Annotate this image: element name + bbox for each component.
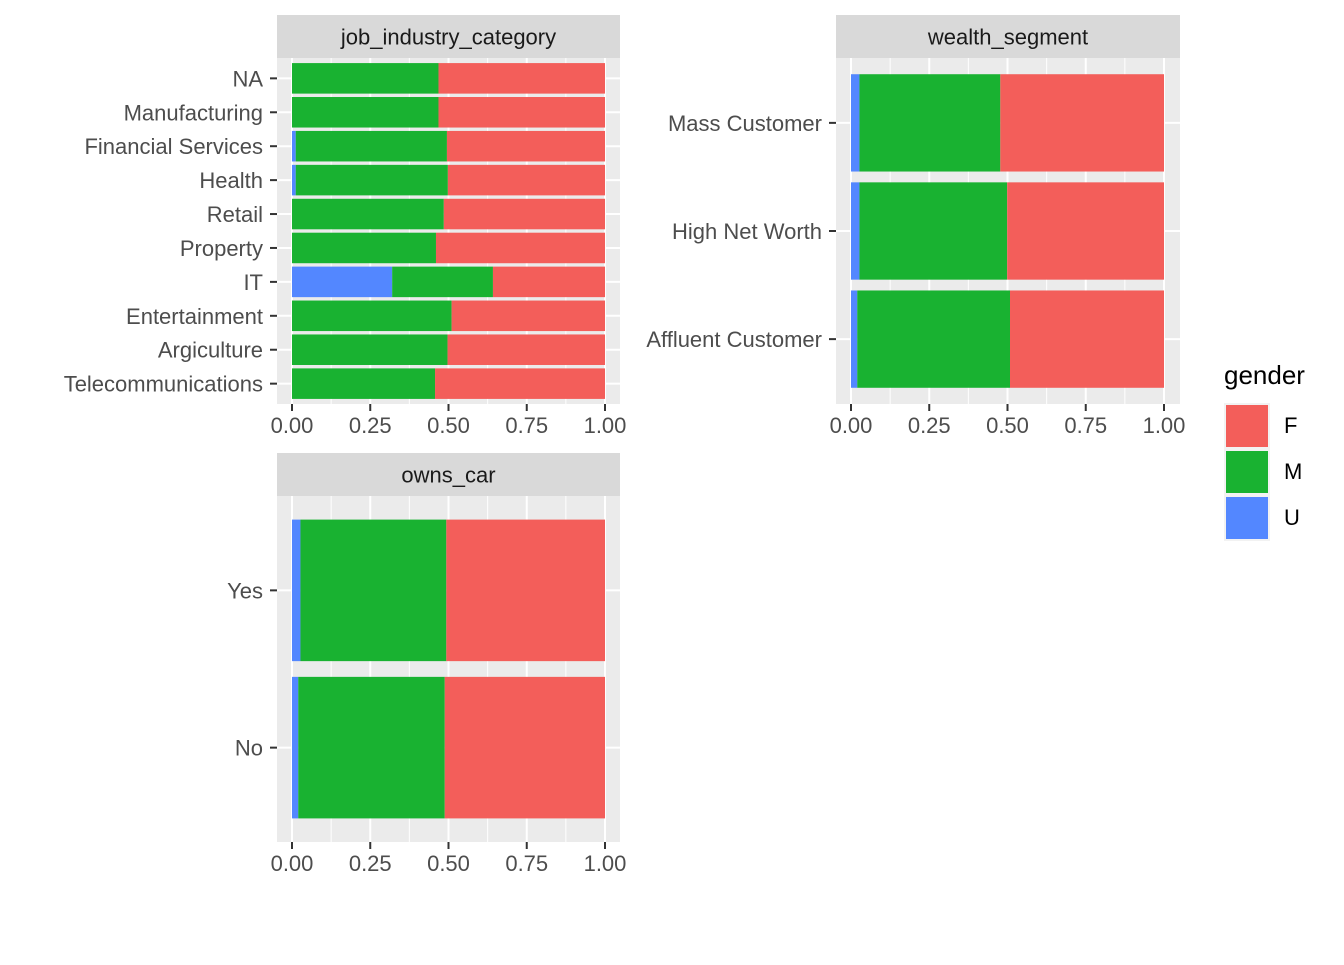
x-tick-label: 1.00 [1143,413,1186,438]
bar-u-high-net-worth [851,182,860,280]
y-axis: Yes No [227,578,277,761]
bar-f-telecommunications [435,368,605,399]
bar-m-health [295,164,448,196]
bar-u-health [292,164,296,196]
x-tick-label: 0.75 [505,413,548,438]
y-tick-label: No [235,736,263,761]
bar-m-telecommunications [292,368,436,399]
bar-m-retail [292,198,444,230]
bar-m-na [292,63,439,94]
x-axis: 0.00 0.25 0.50 0.75 1.00 [271,404,627,438]
panel-job-industry-category: job_industry_category NA Manufacturing Fina… [64,15,627,438]
legend-title: gender [1224,360,1305,390]
bar-u-it [292,266,393,298]
legend-label-u: U [1284,505,1300,530]
bars [851,74,1164,388]
facet-strip [836,15,1180,58]
y-tick-label: Property [180,236,263,261]
bars [292,519,605,819]
bar-f-health [447,164,605,196]
x-tick-label: 0.25 [349,851,392,876]
x-tick-label: 0.00 [830,413,873,438]
legend-label-f: F [1284,413,1297,438]
y-tick-label: Manufacturing [124,100,263,125]
x-tick-label: 0.25 [908,413,951,438]
bar-f-mass-customer [1000,74,1164,172]
bar-f-yes [446,519,605,662]
bar-m-no [298,676,445,819]
bar-f-no [444,676,605,819]
y-tick-label: Argiculture [158,338,263,363]
bar-m-property [292,232,436,264]
bar-u-affluent-customer [851,290,858,388]
y-tick-label: Entertainment [126,304,263,329]
x-tick-label: 0.50 [427,851,470,876]
y-axis: Mass Customer High Net Worth Affluent Cust… [646,111,836,352]
x-tick-label: 0.75 [505,851,548,876]
y-tick-label: Yes [227,578,263,603]
x-tick-label: 0.75 [1064,413,1107,438]
y-tick-label: Health [199,168,263,193]
bar-u-mass-customer [851,74,860,172]
facet-strip-label: owns_car [401,463,495,488]
bar-m-affluent-customer [857,290,1011,388]
x-axis: 0.00 0.25 0.50 0.75 1.00 [271,842,627,876]
facet-strip [277,15,620,58]
bar-m-manufacturing [292,97,439,128]
x-tick-label: 0.50 [986,413,1029,438]
bar-f-property [435,232,605,264]
bar-u-no [292,676,299,819]
y-tick-label: Retail [207,202,263,227]
bar-f-manufacturing [438,97,605,128]
legend-swatch-m [1226,451,1268,493]
y-axis: NA Manufacturing Financial Services Health R… [64,66,277,397]
panel-wealth-segment: wealth_segment Mass Customer High Net Wort… [646,15,1185,438]
legend-items: FMU [1224,403,1302,541]
y-tick-label: NA [232,66,263,91]
bar-f-affluent-customer [1010,290,1164,388]
bar-m-financial-services [295,130,447,162]
x-axis: 0.00 0.25 0.50 0.75 1.00 [830,404,1186,438]
bar-f-entertainment [451,300,605,332]
legend-swatch-u [1226,497,1268,539]
x-tick-label: 1.00 [584,413,627,438]
facet-strip-label: wealth_segment [927,25,1088,50]
bar-m-mass-customer [859,74,1001,172]
x-tick-label: 1.00 [584,851,627,876]
y-tick-label: IT [243,270,263,295]
legend-label-m: M [1284,459,1302,484]
bar-u-yes [292,519,301,662]
bar-f-high-net-worth [1007,182,1164,280]
x-tick-label: 0.50 [427,413,470,438]
panel-owns-car: owns_car Yes No 0.00 0.25 0.50 0.75 1.00 [227,453,626,876]
x-tick-label: 0.00 [271,413,314,438]
bar-f-financial-services [446,130,605,162]
x-tick-label: 0.00 [271,851,314,876]
bar-u-financial-services [292,130,296,162]
facet-strip-label: job_industry_category [340,25,556,50]
y-tick-label: Financial Services [84,134,263,159]
bar-f-argiculture [447,334,605,365]
chart-panels: job_industry_category NA Manufacturing Fina… [64,15,1185,876]
y-tick-label: Affluent Customer [646,327,822,352]
x-tick-label: 0.25 [349,413,392,438]
bar-f-it [492,266,605,298]
y-tick-label: High Net Worth [672,219,822,244]
bar-f-retail [443,198,605,230]
bar-m-argiculture [292,334,448,365]
bars [292,63,605,399]
bar-m-entertainment [292,300,452,332]
y-tick-label: Telecommunications [64,372,263,397]
bar-f-na [438,63,605,94]
bar-m-high-net-worth [859,182,1008,280]
bar-m-it [392,266,493,298]
y-tick-label: Mass Customer [668,111,822,136]
legend-swatch-f [1226,405,1268,447]
facet-strip [277,453,620,496]
legend: gender FMU [1224,360,1305,541]
bar-m-yes [300,519,447,662]
